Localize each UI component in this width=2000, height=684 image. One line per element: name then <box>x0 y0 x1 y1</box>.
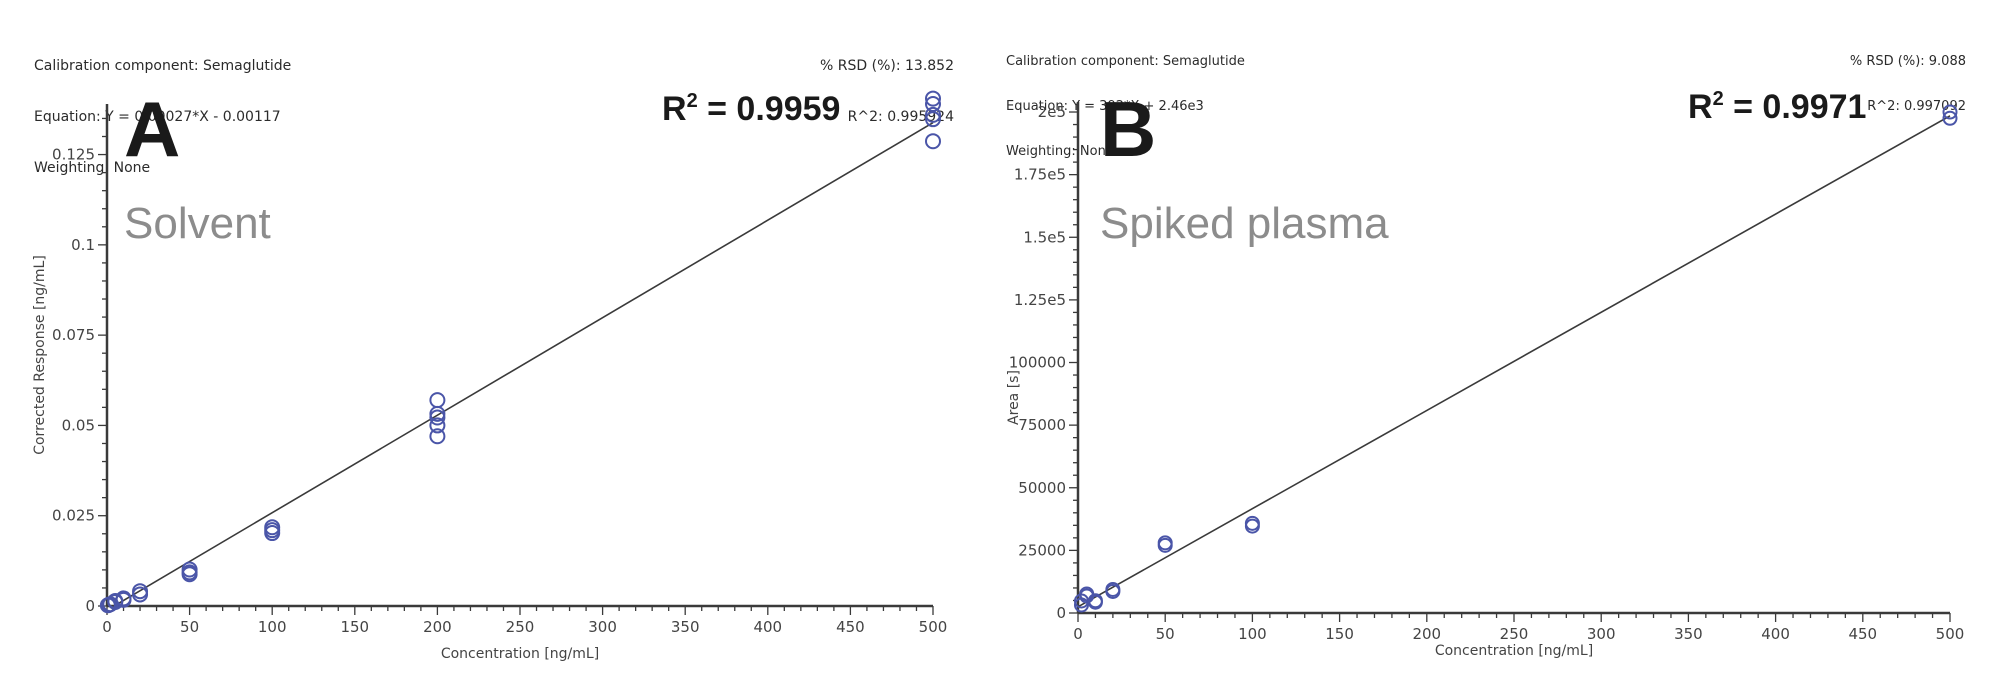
x-tick-label: 300 <box>588 618 617 636</box>
x-tick-label: 300 <box>1587 625 1616 643</box>
data-point-marker <box>429 428 446 445</box>
calibration-component-label: Calibration component: Semaglutide <box>1006 54 1245 69</box>
data-point-marker <box>925 133 941 150</box>
x-tick-label: 0 <box>102 618 112 636</box>
y-tick-label: 0.125 <box>52 146 95 164</box>
rsd-label: % RSD (%): 9.088 <box>1849 54 1966 69</box>
axes: 0 50 100 150 200 250 300 350 400 450 500 0 25000 5000… <box>1009 102 1965 643</box>
panel-b-info-left: Calibration component: Semaglutide Equat… <box>1006 24 1245 189</box>
data-point-marker <box>429 417 446 434</box>
y-tick-label: 0.05 <box>62 416 95 434</box>
x-tick-label: 50 <box>180 618 199 636</box>
x-tick-label: 250 <box>1500 625 1529 643</box>
y-tick-label: 75000 <box>1018 416 1066 434</box>
data-point-marker <box>1244 515 1260 531</box>
calibration-component-label: Calibration component: Semaglutide <box>34 58 292 74</box>
r2-annotation: R2 = 0.9971 <box>1688 88 1866 126</box>
y-axis-title: Area [s] <box>1006 370 1022 425</box>
data-point-marker <box>264 519 281 536</box>
equation-label: Equation: Y = 0.00027*X - 0.00117 <box>34 109 281 125</box>
x-tick-label: 400 <box>1761 625 1790 643</box>
r2-stat-label: R^2: 0.997092 <box>1867 99 1966 114</box>
y-tick-label: 1.75e5 <box>1014 166 1066 184</box>
regression-line <box>113 121 934 607</box>
data-point-marker <box>1105 581 1121 597</box>
data-point-marker <box>107 592 124 609</box>
y-tick-label: 0.1 <box>71 236 95 254</box>
equation-label: Equation: Y = 392*X + 2.46e3 <box>1006 99 1204 114</box>
x-tick-label: 150 <box>1325 625 1354 643</box>
data-point-marker <box>181 561 198 578</box>
data-point-marker <box>115 590 132 607</box>
data-point-marker <box>925 106 941 123</box>
data-point-marker <box>1942 104 1958 120</box>
axes: 0 50 100 150 200 250 300 350 400 450 500 0 0.025 0.05… <box>52 104 947 636</box>
x-tick-label: 50 <box>1156 625 1175 643</box>
y-tick-label: 100000 <box>1009 354 1066 372</box>
weighting-label: Weighting: None <box>34 160 151 176</box>
y-tick-label: 0.075 <box>52 326 95 344</box>
panel-letter: B <box>1100 85 1156 173</box>
x-axis-title: Concentration [ng/mL] <box>1435 643 1593 659</box>
data-point-marker <box>1087 593 1103 609</box>
panel-letter: A <box>124 85 180 173</box>
data-point-marker <box>429 392 446 409</box>
x-tick-label: 150 <box>340 618 369 636</box>
x-axis-title: Concentration [ng/mL] <box>441 646 599 662</box>
x-tick-label: 100 <box>1238 625 1267 643</box>
x-tick-label: 450 <box>1848 625 1877 643</box>
weighting-label: Weighting: None <box>1006 144 1114 159</box>
y-tick-label: 0 <box>85 597 95 615</box>
data-points <box>99 90 941 614</box>
x-tick-label: 350 <box>1674 625 1703 643</box>
x-tick-label: 350 <box>671 618 700 636</box>
panel-a: Calibration component: Semaglutide Equat… <box>32 24 954 662</box>
panel-b-info-right: % RSD (%): 9.088 R^2: 0.997092 <box>1850 24 1966 144</box>
y-tick-label: 25000 <box>1018 541 1066 559</box>
panel-subtitle: Spiked plasma <box>1100 199 1389 248</box>
data-point-marker <box>925 111 941 128</box>
y-tick-label: 0 <box>1056 604 1066 622</box>
data-points <box>1073 104 1958 613</box>
data-point-marker <box>925 96 941 112</box>
r2-annotation: R2 = 0.9959 <box>662 90 840 128</box>
x-tick-label: 200 <box>1412 625 1441 643</box>
calibration-chart-a: 0 50 100 150 200 250 300 350 400 450 500 0 0.025 0.05… <box>32 85 947 662</box>
x-tick-label: 200 <box>423 618 452 636</box>
data-point-marker <box>925 90 941 107</box>
data-point-marker <box>1942 110 1958 126</box>
x-tick-label: 0 <box>1073 625 1083 643</box>
panel-subtitle: Solvent <box>124 199 271 248</box>
regression-line <box>1077 115 1951 608</box>
y-tick-label: 0.025 <box>52 507 95 525</box>
x-tick-label: 100 <box>258 618 287 636</box>
data-point-marker <box>1157 535 1173 551</box>
y-tick-label: 1.25e5 <box>1014 291 1066 309</box>
x-tick-label: 250 <box>506 618 535 636</box>
y-tick-label: 1.5e5 <box>1023 228 1066 246</box>
y-tick-label: 2e5 <box>1038 103 1066 121</box>
y-tick-label: 50000 <box>1018 479 1066 497</box>
panel-a-info-left: Calibration component: Semaglutide Equat… <box>34 24 291 211</box>
data-point-marker <box>132 583 149 600</box>
x-tick-label: 500 <box>919 618 948 636</box>
y-axis-title: Corrected Response [ng/mL] <box>32 255 48 455</box>
x-tick-label: 400 <box>753 618 782 636</box>
x-tick-label: 450 <box>836 618 865 636</box>
x-tick-label: 500 <box>1936 625 1965 643</box>
rsd-label: % RSD (%): 13.852 <box>820 58 954 74</box>
